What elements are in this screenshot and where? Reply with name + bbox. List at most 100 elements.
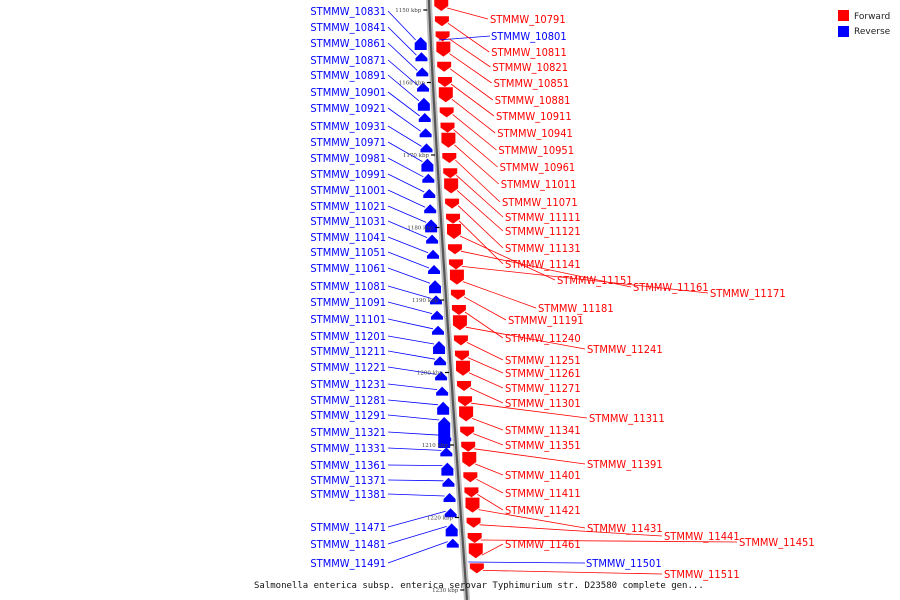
forward-gene-label: STMMW_11431 [587, 522, 663, 535]
label-connector [387, 431, 441, 436]
forward-gene-label: STMMW_11461 [505, 538, 581, 551]
reverse-gene-label: STMMW_10981 [310, 152, 386, 165]
backbone-line [427, 0, 469, 600]
reverse-gene-arrow [439, 432, 452, 442]
scale-ticks: 1150 kbp 1160 kbp 1170 kbp 1180 kbp 1190 kbp… [395, 8, 465, 594]
reverse-gene-arrow [435, 371, 448, 381]
reverse-gene-label: STMMW_11231 [310, 378, 386, 391]
forward-gene-label: STMMW_11121 [505, 225, 581, 238]
forward-gene-label: STMMW_11171 [710, 287, 786, 300]
forward-gene-arrow [442, 153, 457, 163]
label-connector [387, 301, 433, 314]
label-connector [387, 526, 447, 545]
scale-tick-label: 1180 kbp [407, 226, 434, 232]
forward-gene-label: STMMW_11240 [505, 332, 581, 345]
reverse-gene-label: STMMW_11491 [310, 557, 386, 570]
forward-gene-arrow [448, 259, 463, 270]
reverse-gene-arrow [440, 447, 453, 457]
forward-gene-label: STMMW_11511 [664, 568, 740, 581]
label-connector [387, 383, 438, 390]
scale-tick-label: 1190 kbp [412, 298, 439, 304]
forward-gene-arrow [469, 563, 484, 574]
reverse-gene-arrow [431, 310, 444, 320]
reverse-gene-label: STMMW_11361 [310, 459, 386, 472]
label-connector [387, 251, 430, 269]
label-connector [473, 433, 504, 446]
reverse-gene-label: STMMW_10931 [310, 120, 386, 133]
label-connector [387, 464, 443, 466]
forward-gene-arrow [462, 452, 477, 467]
label-connector [452, 114, 497, 151]
label-connector [387, 350, 436, 360]
reverse-gene-label: STMMW_11481 [310, 538, 386, 551]
reverse-swatch [838, 26, 849, 37]
label-connector [387, 91, 420, 117]
label-connectors [387, 7, 738, 575]
forward-gene-arrow [434, 0, 449, 11]
reverse-gene-label: STMMW_11091 [310, 296, 386, 309]
reverse-gene-label: STMMW_11291 [310, 409, 386, 422]
label-connector [387, 26, 417, 56]
reverse-gene-label: STMMW_11031 [310, 215, 386, 228]
forward-gene-label: STMMW_11131 [505, 242, 581, 255]
reverse-gene-label: STMMW_10861 [310, 37, 386, 50]
forward-gene-arrow [438, 87, 453, 103]
reverse-gene-arrow [421, 158, 434, 172]
reverse-gene-arrow [432, 325, 445, 335]
label-connector [463, 296, 507, 321]
scale-tick-label: 1170 kbp [403, 153, 430, 159]
forward-gene-label: STMMW_11111 [505, 211, 581, 224]
genome-backbone [426, 0, 470, 600]
label-connector [465, 326, 586, 350]
forward-gene-label: STMMW_10791 [490, 13, 566, 26]
label-connector [477, 494, 504, 511]
reverse-gene-arrow [445, 523, 458, 537]
forward-gene-label: STMMW_10821 [492, 61, 568, 74]
forward-gene-label: STMMW_11071 [502, 196, 578, 209]
forward-swatch [838, 10, 849, 21]
forward-gene-label: STMMW_11311 [589, 412, 665, 425]
reverse-gene-label: STMMW_10891 [310, 69, 386, 82]
label-connector [460, 250, 632, 288]
label-connector [464, 311, 504, 339]
reverse-gene-arrow [434, 356, 447, 366]
label-connector [467, 357, 504, 374]
forward-gene-arrow [467, 533, 482, 543]
label-connector [479, 524, 663, 537]
forward-gene-arrow [461, 441, 476, 452]
forward-gene-label: STMMW_11151 [557, 274, 633, 287]
reverse-gene-label: STMMW_11471 [310, 521, 386, 534]
forward-gene-arrow [455, 360, 470, 376]
label-connector [468, 372, 504, 389]
label-connector [387, 541, 448, 564]
reverse-gene-arrow [441, 462, 454, 476]
forward-gene-arrow [463, 472, 478, 483]
label-connector [476, 478, 504, 494]
label-connector [387, 141, 423, 162]
reverse-gene-arrow [430, 295, 443, 305]
forward-gene-arrow [450, 289, 465, 300]
label-connector [387, 125, 422, 147]
label-connector [387, 236, 429, 254]
reverse-gene-label: STMMW_11371 [310, 474, 386, 487]
reverse-gene-arrow [424, 204, 437, 214]
label-connector [448, 38, 491, 68]
reverse-gene-arrow [415, 52, 428, 62]
reverse-gene-arrow [427, 249, 440, 259]
forward-gene-label: STMMW_11411 [505, 487, 581, 500]
label-connector [447, 22, 490, 53]
label-connector [387, 479, 444, 482]
label-connector [387, 366, 437, 375]
label-connector [387, 10, 416, 41]
forward-gene-label: STMMW_11391 [587, 458, 663, 471]
label-connector [387, 59, 419, 86]
legend: Forward Reverse [838, 10, 891, 37]
label-connector [387, 157, 424, 178]
reverse-legend-label: Reverse [854, 27, 891, 37]
scale-tick-label: 1150 kbp [395, 8, 422, 14]
forward-gene-label: STMMW_11241 [587, 343, 663, 356]
label-connector [387, 335, 435, 345]
label-connector [454, 144, 500, 185]
label-connector [438, 35, 491, 41]
